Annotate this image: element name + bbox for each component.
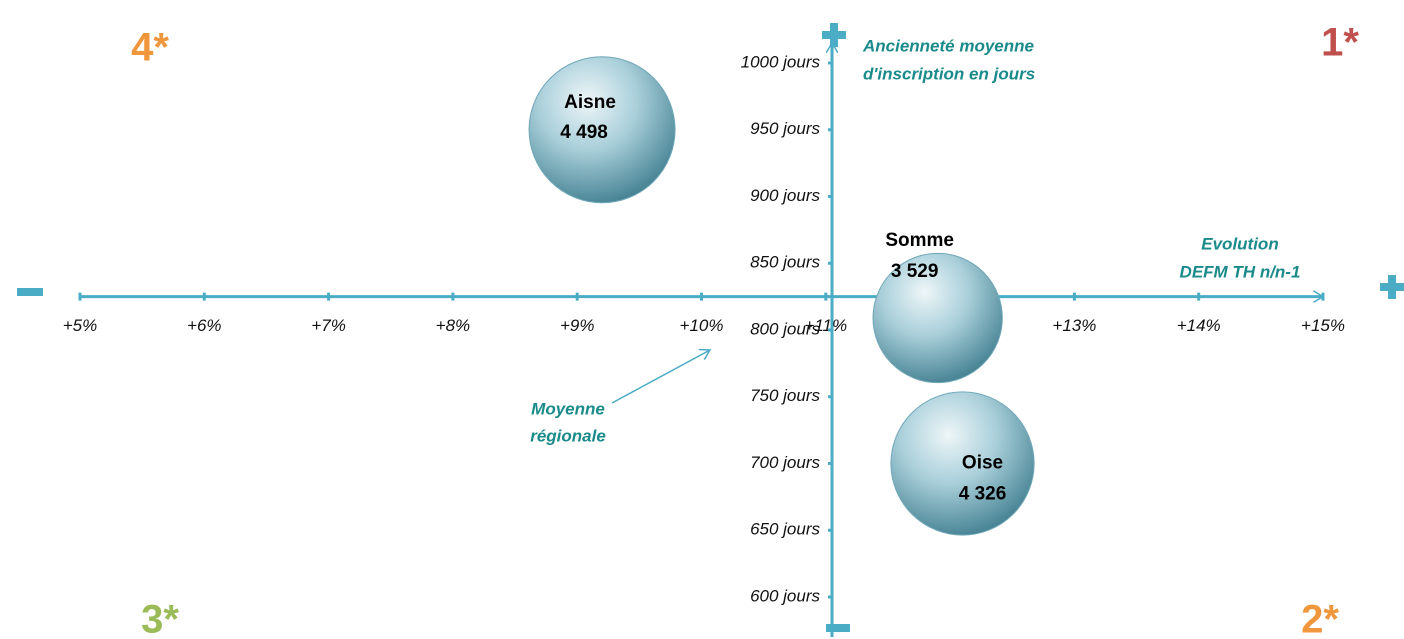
bubble-value: 4 498: [560, 122, 608, 143]
bubble-value: 4 326: [959, 484, 1007, 505]
quadrant-label: 4*: [131, 26, 169, 70]
quadrant-label: 1*: [1321, 21, 1359, 65]
bubble: [890, 391, 1035, 536]
y-tick-label: 700 jours: [750, 453, 820, 472]
y-tick-label: 950 jours: [750, 119, 820, 138]
quadrant-label: 3*: [141, 598, 179, 639]
x-tick-label: +10%: [680, 316, 724, 335]
y-tick-label: 1000 jours: [741, 52, 821, 71]
x-tick-label: +7%: [311, 316, 346, 335]
quadrant-label: 2*: [1301, 598, 1339, 639]
bubble-name: Somme: [885, 230, 954, 251]
annotation: Moyenne: [531, 399, 605, 418]
x-tick-label: +13%: [1052, 316, 1096, 335]
x-tick-label: +15%: [1301, 316, 1345, 335]
y-tick-label: 850 jours: [750, 253, 820, 272]
y-tick-label: 650 jours: [750, 520, 820, 539]
y-tick-label: 900 jours: [750, 186, 820, 205]
y-tick-label: 750 jours: [750, 386, 820, 405]
axis-signs: [17, 23, 1404, 632]
y-axis-label: d'inscription en jours: [863, 64, 1035, 83]
y-tick-label: 600 jours: [750, 586, 820, 605]
x-axis-label: DEFM TH n/n-1: [1180, 262, 1301, 281]
plus-sign: [1388, 275, 1396, 299]
annotation: régionale: [530, 426, 606, 445]
y-tick-label: 800 jours: [750, 319, 820, 338]
x-tick-label: +11%: [804, 316, 847, 335]
x-tick-label: +6%: [187, 316, 222, 335]
bubble: [528, 56, 676, 204]
x-axis-label: Evolution: [1201, 234, 1278, 253]
plus-sign: [830, 23, 838, 47]
minus-sign: [17, 288, 43, 296]
x-tick-label: +5%: [63, 316, 98, 335]
x-tick-label: +14%: [1177, 316, 1221, 335]
bubble: [872, 252, 1003, 384]
bubble-name: Aisne: [564, 92, 616, 113]
y-axis-label: Ancienneté moyenne: [862, 36, 1034, 55]
annotation-arrow: [611, 350, 710, 404]
minus-sign: [826, 624, 850, 632]
bubble-name: Oise: [962, 453, 1003, 474]
x-tick-label: +8%: [436, 316, 471, 335]
x-tick-label: +9%: [560, 316, 595, 335]
bubble-value: 3 529: [891, 261, 939, 282]
